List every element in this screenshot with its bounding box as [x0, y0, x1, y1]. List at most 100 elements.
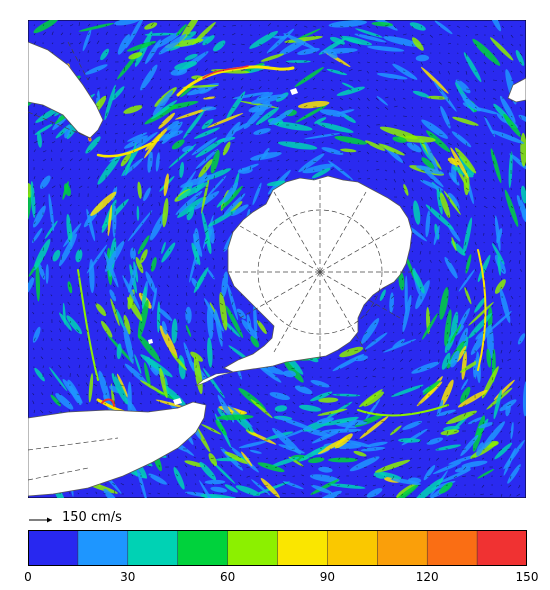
velocity-vector	[239, 383, 242, 387]
speed-patch	[85, 136, 101, 154]
velocity-vector	[86, 492, 89, 495]
velocity-vector	[445, 313, 449, 318]
speed-patch	[298, 404, 322, 412]
velocity-vector	[354, 421, 359, 425]
speed-patch	[467, 417, 483, 425]
velocity-vector	[391, 286, 395, 290]
velocity-vector	[402, 187, 406, 191]
speed-patch	[208, 222, 215, 244]
current-jet	[77, 269, 99, 381]
velocity-vector	[122, 393, 125, 396]
velocity-vector	[483, 322, 485, 326]
velocity-vector	[420, 97, 422, 100]
velocity-vector	[472, 421, 476, 424]
velocity-vector	[438, 277, 440, 282]
speed-patch	[277, 141, 318, 150]
velocity-vector	[509, 376, 512, 380]
velocity-vector	[420, 385, 422, 389]
velocity-vector	[419, 313, 422, 317]
velocity-vector	[519, 268, 523, 272]
velocity-vector	[492, 187, 494, 190]
velocity-vector	[141, 159, 144, 162]
velocity-vector	[51, 247, 55, 252]
velocity-vector	[255, 402, 260, 405]
velocity-vector	[456, 88, 459, 92]
velocity-vector	[483, 97, 485, 100]
velocity-vector	[491, 232, 494, 236]
speed-patch	[318, 397, 339, 403]
velocity-vector	[447, 142, 452, 146]
velocity-vector	[393, 43, 396, 46]
velocity-vector	[319, 367, 323, 370]
speed-patch	[144, 132, 163, 159]
velocity-vector	[105, 104, 108, 108]
velocity-vector	[384, 24, 389, 27]
velocity-vector	[69, 158, 73, 162]
velocity-vector	[274, 365, 278, 369]
velocity-vector	[51, 25, 54, 27]
velocity-vector	[517, 421, 521, 424]
velocity-vector	[132, 239, 135, 243]
velocity-vector	[456, 160, 459, 163]
velocity-vector	[276, 69, 279, 72]
velocity-vector	[186, 42, 189, 45]
velocity-vector	[114, 42, 118, 45]
velocity-vector	[69, 294, 71, 297]
velocity-vector	[267, 60, 270, 63]
velocity-vector	[330, 168, 334, 171]
velocity-vector	[492, 61, 496, 66]
velocity-vector	[168, 249, 171, 252]
velocity-vector	[150, 311, 153, 315]
velocity-vector	[249, 195, 252, 198]
velocity-vector	[464, 250, 467, 254]
velocity-vector	[192, 330, 197, 333]
velocity-vector	[95, 491, 98, 495]
velocity-vector	[437, 313, 440, 316]
speed-patch	[272, 35, 287, 39]
velocity-vector	[356, 385, 359, 388]
velocity-vector	[428, 493, 431, 495]
velocity-vector	[42, 222, 45, 225]
velocity-vector	[384, 169, 388, 172]
velocity-vector	[483, 88, 486, 92]
speed-patch	[494, 442, 513, 460]
velocity-vector	[51, 122, 53, 126]
velocity-vector	[186, 25, 190, 27]
colorbar-tick-label: 30	[120, 570, 136, 584]
velocity-vector	[96, 175, 100, 180]
speed-patch	[123, 314, 131, 335]
velocity-vector	[311, 439, 314, 442]
speed-patch	[222, 141, 231, 156]
velocity-vector	[60, 149, 63, 153]
velocity-vector	[174, 348, 179, 351]
speed-patch	[522, 381, 526, 417]
speed-patch	[364, 140, 386, 151]
speed-patch	[124, 363, 148, 385]
velocity-vector	[393, 178, 396, 183]
speed-patch	[421, 313, 438, 340]
velocity-vector	[501, 88, 504, 91]
speed-patch	[62, 302, 66, 325]
velocity-vector	[294, 169, 298, 171]
velocity-vector	[438, 322, 440, 325]
velocity-vector	[293, 375, 296, 378]
velocity-vector	[446, 430, 449, 435]
speed-patch	[78, 22, 115, 32]
velocity-vector	[248, 313, 251, 315]
speed-patch	[257, 462, 285, 473]
speed-patch	[140, 354, 173, 378]
velocity-vector	[204, 420, 206, 423]
velocity-vector	[114, 104, 118, 108]
velocity-vector	[500, 277, 503, 280]
speed-patch	[311, 428, 344, 444]
velocity-vector	[402, 277, 404, 281]
speed-patch	[179, 161, 185, 179]
velocity-vector	[420, 160, 423, 163]
velocity-vector	[195, 52, 200, 54]
graticule	[28, 41, 412, 481]
velocity-vector	[237, 312, 242, 315]
velocity-vector	[456, 34, 461, 37]
velocity-vector	[150, 106, 153, 108]
velocity-vector	[141, 240, 144, 243]
velocity-vector	[148, 329, 152, 333]
